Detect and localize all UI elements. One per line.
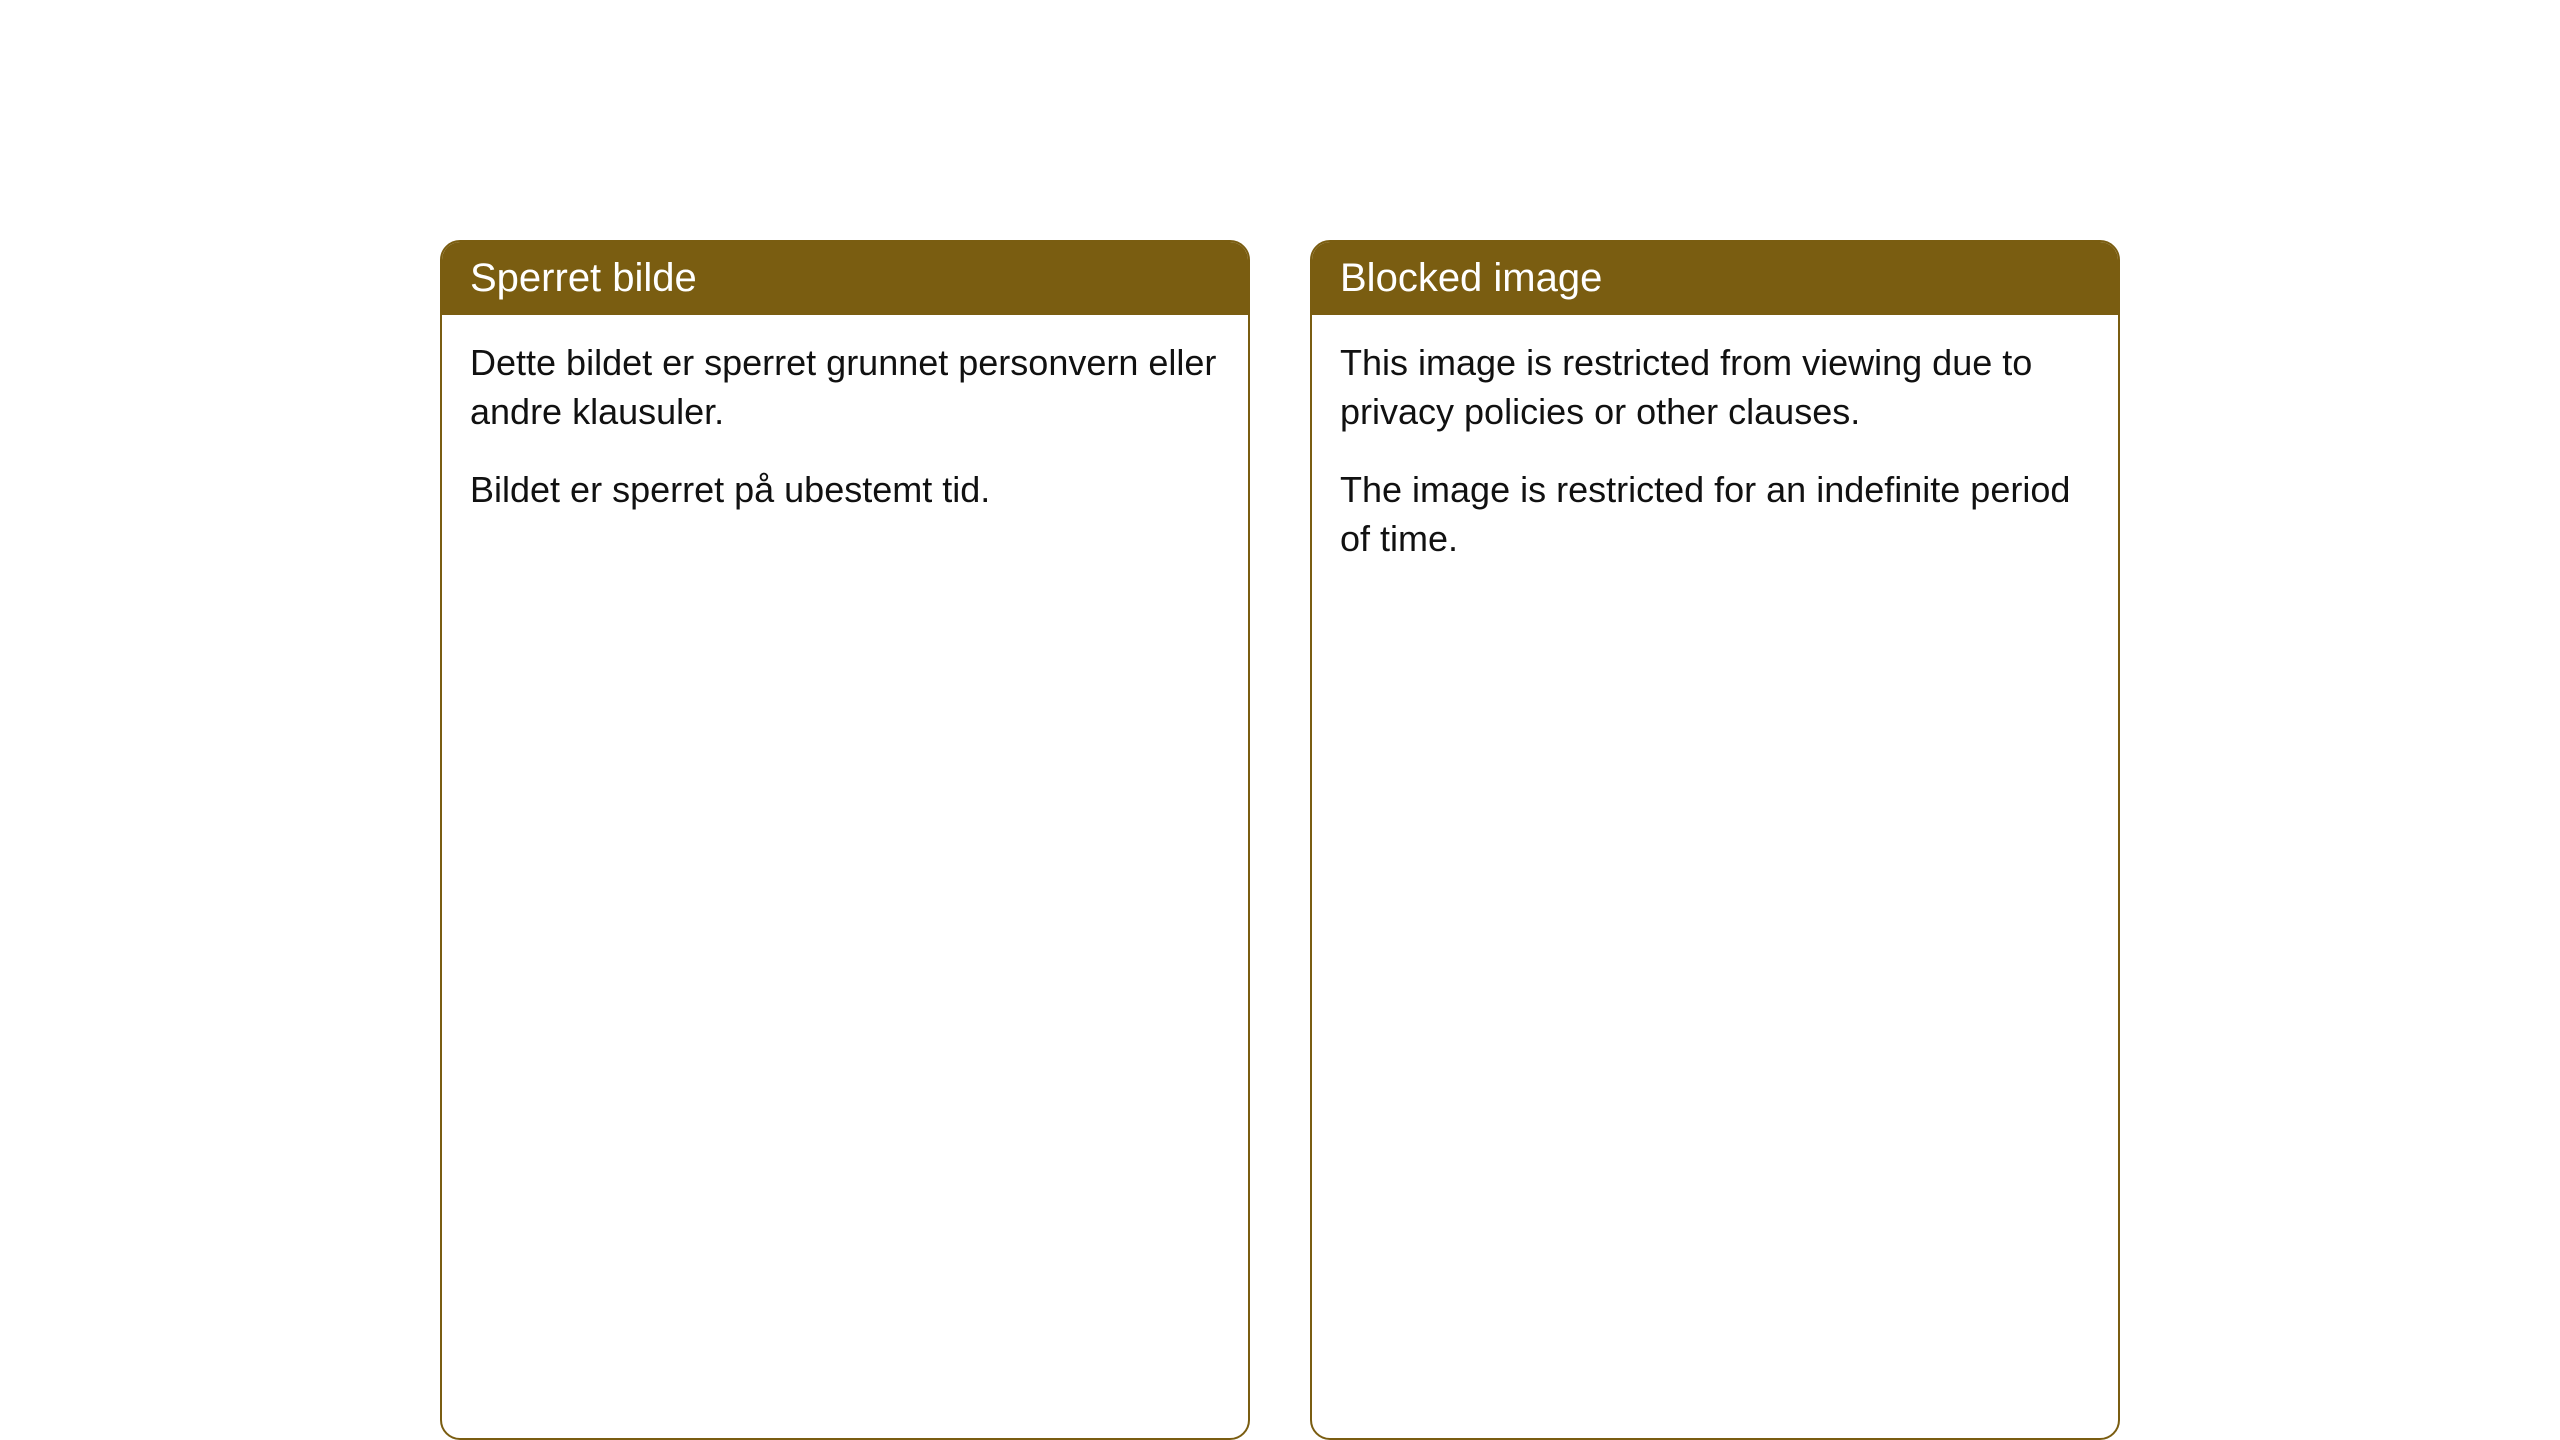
card-paragraph: This image is restricted from viewing du… <box>1340 339 2090 436</box>
card-header: Sperret bilde <box>442 242 1248 315</box>
card-body: Dette bildet er sperret grunnet personve… <box>442 315 1248 551</box>
card-title: Sperret bilde <box>470 256 697 300</box>
notice-card-norwegian: Sperret bilde Dette bildet er sperret gr… <box>440 240 1250 1440</box>
card-paragraph: Dette bildet er sperret grunnet personve… <box>470 339 1220 436</box>
notice-card-english: Blocked image This image is restricted f… <box>1310 240 2120 1440</box>
card-paragraph: Bildet er sperret på ubestemt tid. <box>470 466 1220 515</box>
card-paragraph: The image is restricted for an indefinit… <box>1340 466 2090 563</box>
card-body: This image is restricted from viewing du… <box>1312 315 2118 599</box>
card-title: Blocked image <box>1340 256 1602 300</box>
notice-cards-container: Sperret bilde Dette bildet er sperret gr… <box>440 240 2120 1440</box>
card-header: Blocked image <box>1312 242 2118 315</box>
